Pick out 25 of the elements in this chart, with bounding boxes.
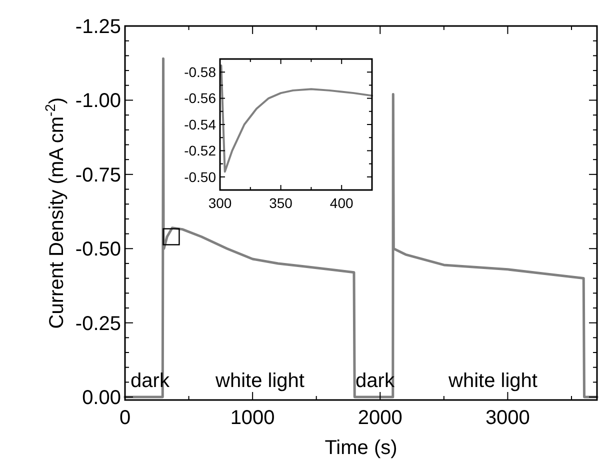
line-series	[220, 64, 373, 173]
y-tick-label: -0.50	[184, 168, 216, 185]
y-tick-label: -1.25	[75, 16, 121, 38]
x-tick-label: 0	[119, 407, 131, 429]
x-tick-label: 1000	[230, 407, 275, 429]
y-tick-label: -1.00	[75, 90, 121, 112]
line-series	[124, 57, 598, 398]
x-tick-label: 2000	[358, 407, 402, 429]
y-tick-label: -0.56	[184, 90, 216, 106]
annotation: white light	[214, 370, 305, 392]
x-axis-title: Time (s)	[324, 437, 398, 459]
y-tick-label: -0.75	[75, 164, 121, 186]
y-tick-label: -0.58	[184, 64, 216, 80]
y-tick-label: -0.25	[75, 312, 121, 335]
y-tick-label: 0.00	[82, 387, 121, 410]
x-tick-label: 400	[330, 195, 354, 211]
y-tick-label: -0.54	[184, 116, 216, 132]
x-tick-label: 300	[208, 195, 232, 211]
y-tick-label: -0.50	[75, 238, 121, 261]
y-tick-label: -0.52	[184, 142, 216, 159]
annotation: white light	[448, 370, 538, 392]
x-tick-label: 350	[269, 195, 293, 211]
annotation: dark	[130, 370, 170, 392]
x-tick-label: 3000	[485, 407, 530, 429]
annotation: dark	[356, 370, 396, 392]
